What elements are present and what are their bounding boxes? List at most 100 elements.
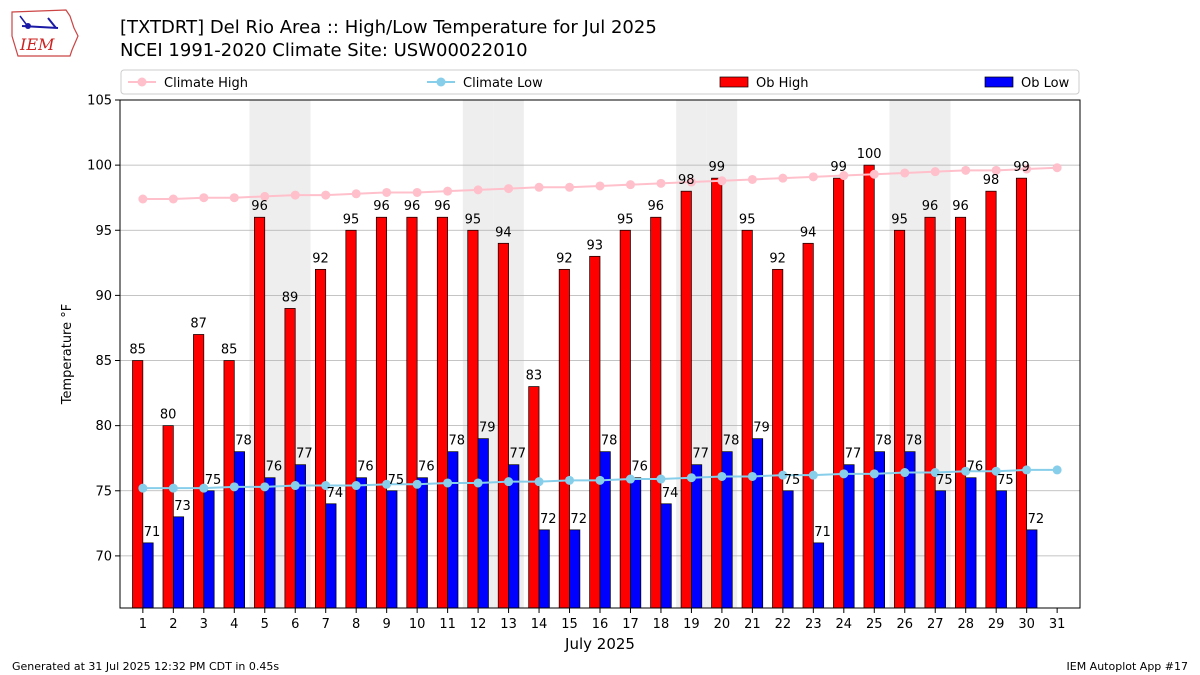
legend-ob-low-swatch <box>984 76 1014 88</box>
weekend-band <box>462 100 494 608</box>
ob-high-bar <box>589 255 601 609</box>
legend-climate-high-label: Climate High <box>164 76 248 91</box>
x-tick-label: 2 <box>169 617 177 632</box>
x-tick-label: 4 <box>230 617 238 632</box>
x-tick-label: 22 <box>775 617 792 632</box>
x-tick-label: 13 <box>500 617 517 632</box>
ob-low-bar <box>569 529 581 609</box>
climate-high-point <box>595 181 605 191</box>
climate-high-point <box>565 182 575 192</box>
ob-low-label: 77 <box>296 447 313 462</box>
ob-low-bar <box>508 464 520 609</box>
climate-low-point <box>443 478 453 488</box>
climate-high-point <box>747 174 757 184</box>
climate-high-point <box>504 184 514 194</box>
climate-low-point <box>930 468 940 478</box>
ob-high-bar <box>894 229 906 609</box>
ob-low-bar <box>843 464 855 609</box>
ob-high-label: 95 <box>891 212 908 227</box>
ob-low-bar <box>142 542 154 609</box>
climate-high-point <box>260 191 270 201</box>
ob-high-label: 83 <box>526 369 543 384</box>
y-tick-label: 105 <box>87 94 112 109</box>
weekend-band <box>706 100 738 608</box>
ob-low-label: 71 <box>814 525 831 540</box>
climate-low-point <box>595 475 605 485</box>
ob-high-bar <box>345 229 357 609</box>
ob-low-label: 75 <box>205 473 222 488</box>
ob-high-bar <box>406 216 418 609</box>
climate-low-point <box>504 477 514 487</box>
ob-high-label: 89 <box>282 290 299 305</box>
weekend-band <box>249 100 280 608</box>
legend-climate-low-marker <box>436 77 446 87</box>
ob-high-bar <box>619 229 631 609</box>
climate-low-point <box>138 483 148 493</box>
climate-low-point <box>1052 465 1062 475</box>
ob-low-bar <box>447 451 459 609</box>
ob-low-bar <box>203 490 215 609</box>
climate-low-point <box>260 482 270 492</box>
climate-high-point <box>991 165 1001 175</box>
ob-low-bar <box>355 477 367 609</box>
ob-low-label: 79 <box>753 421 770 436</box>
legend-ob-high-label: Ob High <box>756 76 809 91</box>
ob-low-label: 78 <box>449 434 466 449</box>
climate-low-point <box>839 469 849 479</box>
climate-low-point <box>290 481 300 491</box>
climate-low-point <box>717 471 727 481</box>
climate-high-point <box>443 186 453 196</box>
legend-ob-high-swatch <box>719 76 749 88</box>
x-tick-label: 12 <box>470 617 487 632</box>
climate-high-point <box>869 169 879 179</box>
climate-high-point <box>686 177 696 187</box>
ob-low-label: 79 <box>479 421 496 436</box>
iowa-outline-icon <box>11 9 79 57</box>
climate-high-point <box>534 182 544 192</box>
ob-low-bar <box>1026 529 1038 609</box>
y-tick-label: 90 <box>95 289 112 304</box>
ob-high-label: 96 <box>251 199 268 214</box>
ob-high-bar <box>223 360 235 609</box>
ob-low-bar <box>873 451 885 609</box>
climate-low-point <box>168 483 178 493</box>
x-tick-label: 11 <box>439 617 456 632</box>
ob-low-label: 72 <box>1028 512 1045 527</box>
y-tick-label: 95 <box>95 224 112 239</box>
ob-low-label: 78 <box>235 434 252 449</box>
ob-high-label: 87 <box>190 316 207 331</box>
ob-low-label: 72 <box>540 512 557 527</box>
climate-high-point <box>1052 163 1062 173</box>
x-tick-label: 10 <box>409 617 426 632</box>
ob-high-bar <box>375 216 388 609</box>
ob-high-label: 95 <box>465 212 482 227</box>
climate-high-point <box>290 190 300 200</box>
logo-text: IEM <box>19 35 55 54</box>
ob-high-label: 92 <box>556 251 573 266</box>
climate-low-point <box>900 468 910 478</box>
ob-low-label: 75 <box>936 473 953 488</box>
ob-low-label: 74 <box>327 486 344 501</box>
ob-high-label: 99 <box>830 160 847 175</box>
x-tick-label: 28 <box>957 617 974 632</box>
x-tick-label: 23 <box>805 617 822 632</box>
data-labels: 85 80 87 85 96 89 92 95 96 96 96 95 94 83 92 93 95 96 98 99… <box>129 147 1044 540</box>
climate-high-point <box>382 187 392 197</box>
ob-high-bar <box>802 242 814 609</box>
ob-high-label: 95 <box>343 212 360 227</box>
chart-title: [TXTDRT] Del Rio Area :: High/Low Temper… <box>120 17 657 38</box>
ob-low-label: 76 <box>357 460 374 475</box>
ob-low-label: 72 <box>570 512 587 527</box>
ob-low-label: 77 <box>692 447 709 462</box>
ob-low-label: 76 <box>631 460 648 475</box>
ob-high-label: 92 <box>769 251 786 266</box>
climate-lines <box>138 163 1062 493</box>
climate-high-point <box>412 187 422 197</box>
ob-high-bar <box>315 268 327 609</box>
generated-note: Generated at 31 Jul 2025 12:32 PM CDT in… <box>12 660 280 673</box>
ob-low-label: 75 <box>784 473 801 488</box>
climate-low-point <box>199 483 209 493</box>
ob-low-bar <box>386 490 398 609</box>
ob-high-label: 96 <box>922 199 939 214</box>
